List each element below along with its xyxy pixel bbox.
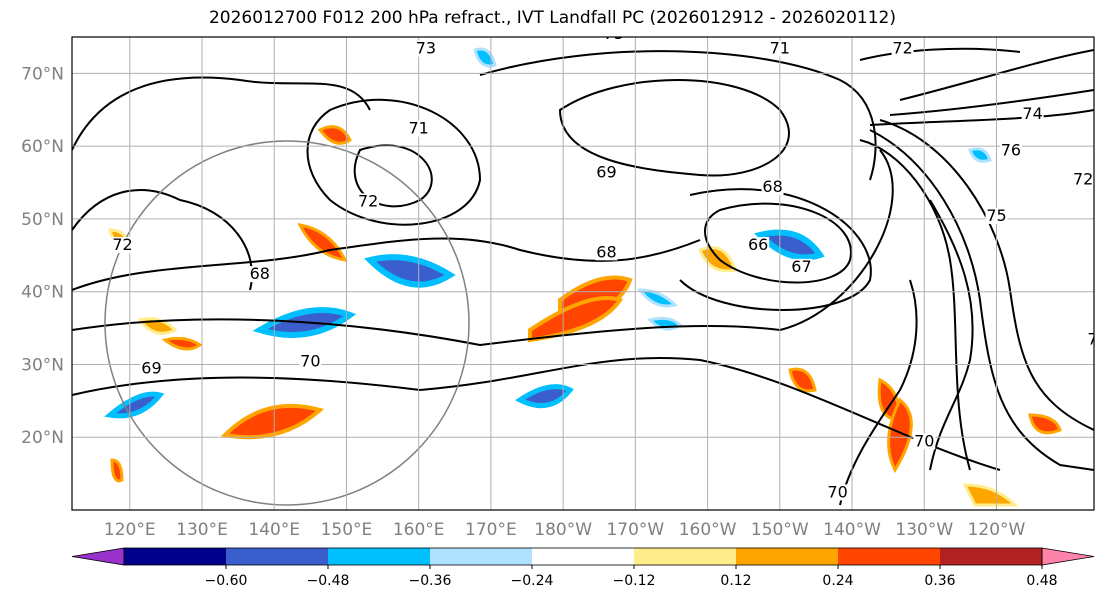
colorbar-segment [838,548,941,565]
contour-label: 68 [250,264,270,283]
contour-label-bg [913,433,936,450]
lon-tick-label: 120°E [104,520,156,540]
contour-label-bg [595,164,618,181]
lon-tick-label: 130°W [895,520,953,540]
contour-label-bg [1021,106,1044,123]
contour-label: 71 [770,39,790,58]
lat-tick-label: 40°N [21,283,64,303]
lon-tick-label: 150°E [321,520,373,540]
lon-tick-label: 120°W [968,520,1026,540]
radius-circle [104,140,470,506]
latitude-tick-labels: 70°N 60°N 50°N 40°N 30°N 20°N [21,64,64,448]
contour-label: 69 [596,162,616,181]
contour-label: 68 [762,177,782,196]
colorbar-tick-label: −0.24 [511,573,554,589]
colorbar-tick-label: 0.12 [720,573,751,589]
contour-label-bg [747,237,770,254]
colorbar-segment [940,548,1043,565]
contour-label: 68 [596,242,616,261]
colorbar-extend-high [1041,547,1095,566]
colorbar-tick-label: −0.48 [307,573,350,589]
colorbar-tick-label: −0.60 [205,573,248,589]
ivt-shading [104,47,1062,507]
contour-label-bg [999,142,1022,159]
lat-lon-grid [72,37,1094,510]
contour-label: 74 [1022,104,1042,123]
colorbar-outline [123,547,1043,566]
contour-label-bg [1072,171,1094,188]
contour-label-bg [1086,331,1094,348]
contour-label-bg [891,40,914,57]
contour-label-bg [414,40,437,57]
lat-tick-label: 20°N [21,428,64,448]
lon-tick-label: 170°W [606,520,664,540]
contour-label: 71 [409,119,429,138]
contour-label-bg [407,120,430,137]
contour-label: 69 [141,359,161,378]
lat-tick-label: 60°N [21,137,64,157]
colorbar-segment [226,548,329,565]
colorbar-segment [532,548,635,565]
contour-label: 66 [748,235,768,254]
contour-label: 67 [791,257,811,276]
colorbar-segment [328,548,431,565]
colorbar-segment [430,548,533,565]
contour-label-bg [299,353,322,370]
colorbar-tick-label: −0.36 [409,573,452,589]
contour-label: 70 [914,432,934,451]
lat-tick-label: 30°N [21,355,64,375]
lon-tick-label: 160°W [679,520,737,540]
contour-label: 73 [604,24,624,43]
lon-tick-label: 180°W [534,520,592,540]
contour-label-bg [111,237,134,254]
contour-label: 72 [112,235,132,254]
colorbar-tick-labels: −0.60 −0.48 −0.36 −0.24 −0.12 0.12 0.24 0.36 0.4… [205,565,1058,589]
map-frame [71,36,1095,511]
contour-label-bg [761,178,784,195]
lon-tick-label: 170°E [465,520,517,540]
longitude-tick-labels: 120°E 130°E 140°E 150°E 160°E 170°E 180°W 170°W… [104,520,1026,540]
contour-label: 72 [892,39,912,58]
contour-label-bg [595,244,618,261]
lat-tick-label: 50°N [21,210,64,230]
lon-tick-label: 140°E [248,520,300,540]
contour-label-bg [985,207,1008,224]
colorbar-tick-label: −0.12 [613,573,656,589]
contour-label: 73 [416,39,436,58]
contour-label-bg [357,193,380,210]
contour-label-bg [602,37,625,42]
lon-tick-label: 160°E [393,520,445,540]
contour-label-bg [826,484,849,501]
colorbar-tick-label: 0.36 [924,573,955,589]
contour-label: 70 [300,351,320,370]
contour-label: 70 [827,482,847,501]
map-title: 2026012700 F012 200 hPa refract., IVT La… [208,8,896,28]
colorbar [71,547,1095,566]
lon-tick-label: 150°W [751,520,809,540]
contour-label: 73 [1087,330,1105,349]
contour-label-bg [248,266,271,283]
colorbar-segment [634,548,737,565]
lat-tick-label: 70°N [21,64,64,84]
contour-label: 72 [358,191,378,210]
colorbar-extend-low [71,547,125,566]
colorbar-segment [736,548,839,565]
colorbar-tick-label: 0.24 [822,573,853,589]
contour-label-bg [768,40,791,57]
contour-label: 76 [1001,140,1021,159]
colorbar-tick-label: 0.48 [1026,573,1057,589]
colorbar-segment [124,548,227,565]
contour-label-bg [140,360,163,377]
contour-label: 72 [1073,170,1093,189]
lon-tick-label: 140°W [823,520,881,540]
contour-label: 75 [986,206,1006,225]
lon-tick-label: 130°E [176,520,228,540]
contour-label-bg [790,258,813,275]
